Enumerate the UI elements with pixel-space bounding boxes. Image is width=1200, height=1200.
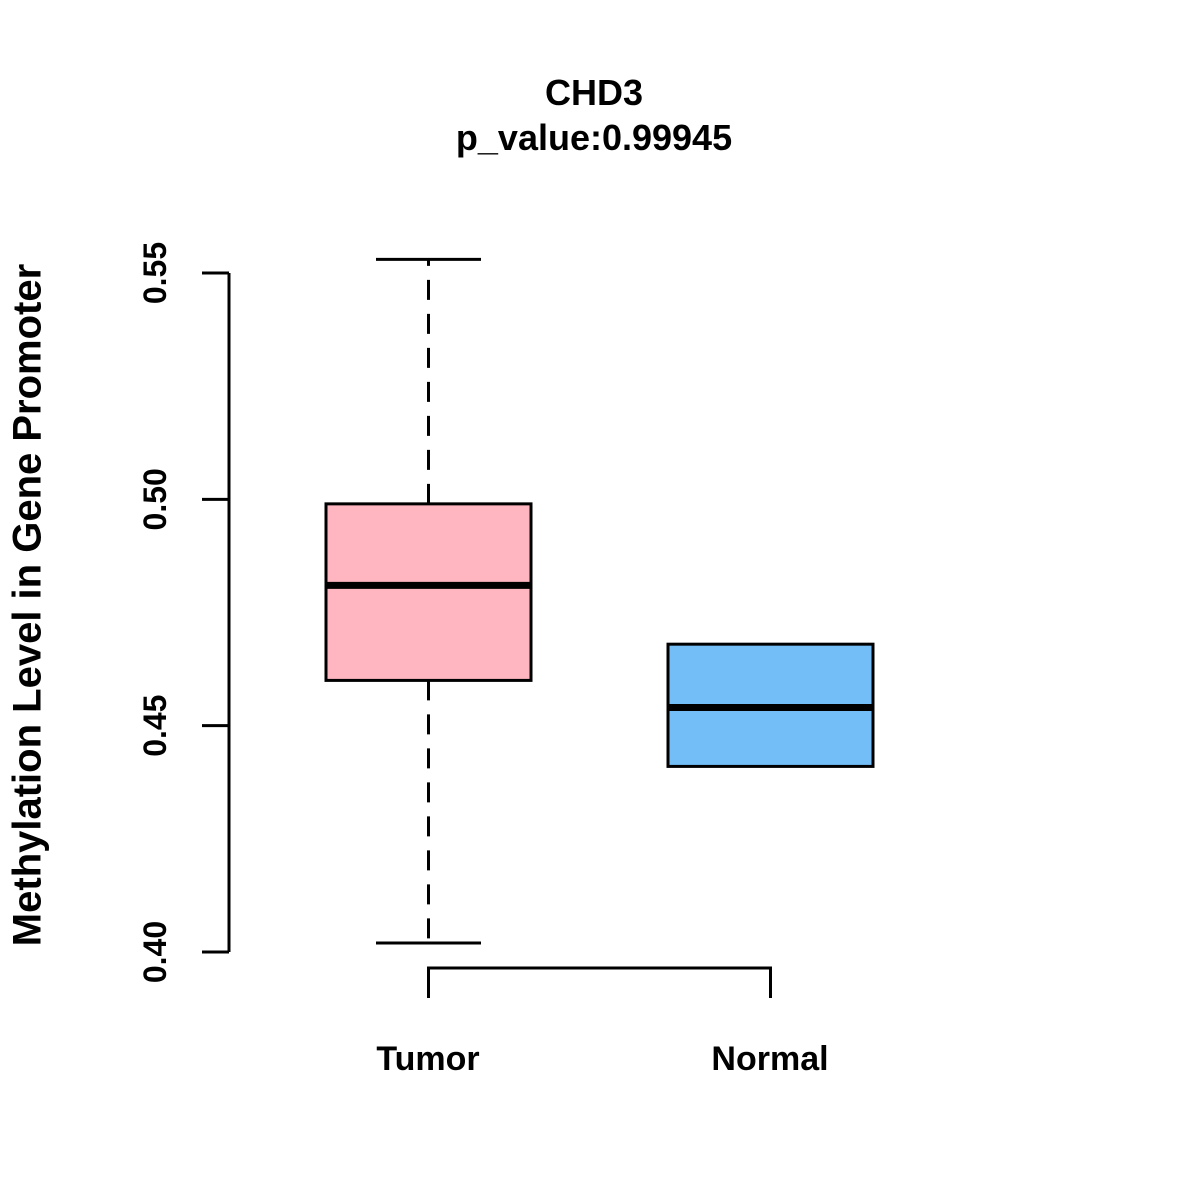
chart-subtitle: p_value:0.99945: [455, 117, 733, 158]
y-axis-label: Methylation Level in Gene Promoter: [5, 263, 50, 947]
box-tumor: [324, 502, 533, 682]
y-axis-tick-label: 0.55: [137, 242, 173, 304]
y-axis-tick-label: 0.50: [137, 468, 173, 530]
chart-title-block: CHD3 p_value:0.99945: [294, 70, 894, 160]
x-tick-label-normal: Normal: [711, 1040, 829, 1078]
y-axis-tick-label: 0.45: [137, 695, 173, 757]
x-axis-bracket: [427, 966, 772, 998]
x-tick-label-tumor: Tumor: [376, 1040, 480, 1078]
y-axis-tick-label: 0.40: [137, 921, 173, 983]
chart-title: CHD3: [544, 72, 643, 113]
